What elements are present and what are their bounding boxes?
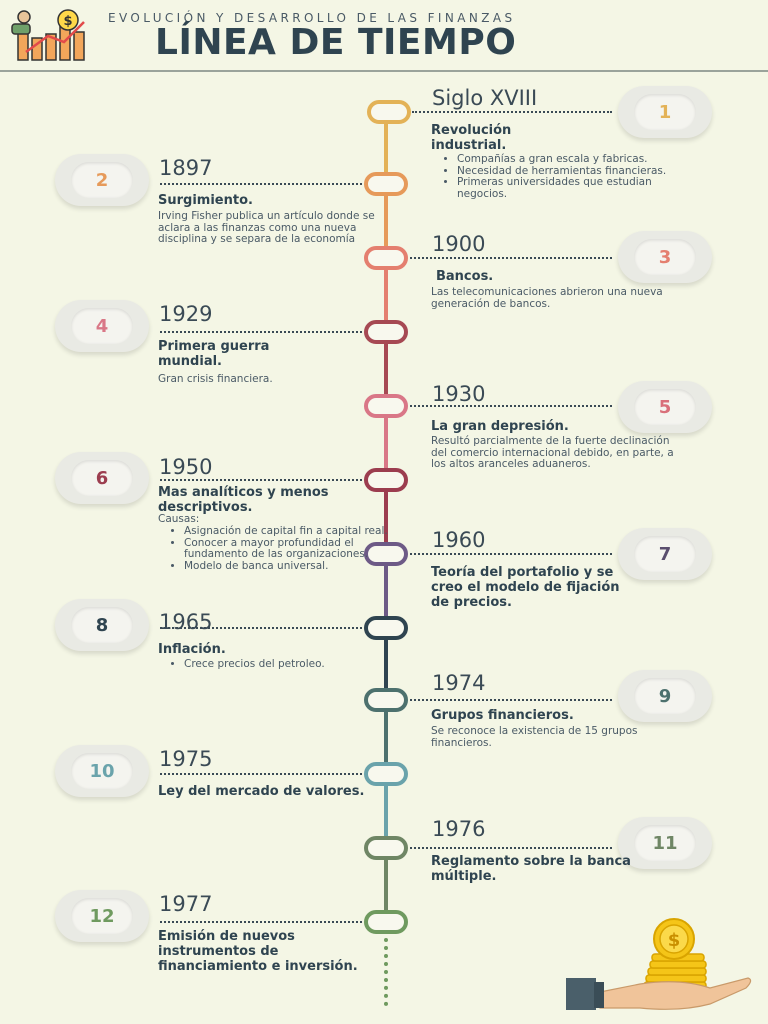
event-badge: 5 [618,381,712,433]
timeline-node [364,394,408,418]
page-title: LÍNEA DE TIEMPO [155,22,517,63]
event-badge: 7 [618,528,712,580]
timeline-node [364,762,408,786]
connector [160,479,362,481]
event-description: Las telecomunicaciones abrieron una nuev… [431,286,663,310]
event-year: 1977 [159,892,213,916]
timeline-node [364,468,408,492]
event-title: Inflación. [158,642,226,657]
event-title: Teoría del portafolio y se creo el model… [431,565,620,610]
event-badge: 8 [55,599,149,651]
timeline-node [367,100,411,124]
event-description: Irving Fisher publica un artículo donde … [158,210,375,245]
event-badge: 9 [618,670,712,722]
timeline-node [364,542,408,566]
connector [160,921,362,923]
header-subtitle: EVOLUCIÓN Y DESARROLLO DE LAS FINANZAS [108,11,516,25]
event-year: 1975 [159,747,213,771]
event-badge: 10 [55,745,149,797]
event-badge: 11 [618,817,712,869]
header: $ EVOLUCIÓN Y DESARROLLO DE LAS FINANZAS… [0,0,768,72]
event-year: 1897 [159,156,213,180]
timeline-segment [384,414,388,474]
event-year: Siglo XVIII [432,86,538,110]
timeline-segment [384,856,388,916]
timeline-node [364,172,408,196]
timeline-node [364,836,408,860]
event-bullets: Compañías a gran escala y fabricas. Nece… [431,153,677,200]
event-year: 1950 [159,455,213,479]
timeline-segment [384,636,388,696]
connector [160,773,362,775]
event-year: 1965 [159,610,213,634]
timeline-segment [384,782,388,842]
event-title: Reglamento sobre la banca múltiple. [431,854,631,884]
event-year: 1960 [432,528,486,552]
timeline-segment [384,118,388,182]
event-badge: 1 [618,86,712,138]
event-description: Causas: [158,513,200,525]
timeline-segment [384,488,388,548]
event-badge: 12 [55,890,149,942]
connector [410,847,612,849]
event-badge: 4 [55,300,149,352]
event-title: La gran depresión. [431,419,569,434]
connector [410,405,612,407]
timeline-segment [384,192,388,252]
event-badge: 3 [618,231,712,283]
event-description: Gran crisis financiera. [158,373,273,385]
event-year: 1900 [432,232,486,256]
event-title: Bancos. [436,269,494,284]
timeline-segment [384,266,388,326]
timeline-segment [384,340,388,400]
timeline-node [364,246,408,270]
event-year: 1976 [432,817,486,841]
event-badge: 2 [55,154,149,206]
event-title: Revolución industrial. [431,123,512,153]
connector [160,331,362,333]
timeline-node [364,688,408,712]
event-title: Primera guerra mundial. [158,339,270,369]
timeline-segment [384,562,388,622]
event-title: Emisión de nuevos instrumentos de financ… [158,929,358,974]
event-bullets: Crece precios del petroleo. [158,658,404,671]
connector [412,111,612,113]
event-bullets: Asignación de capital fin a capital real… [158,525,400,572]
event-year: 1929 [159,302,213,326]
finance-growth-icon: $ [11,9,85,61]
svg-text:$: $ [63,14,72,29]
event-title: Mas analíticos y menos descriptivos. [158,485,329,515]
timeline-node [364,910,408,934]
timeline-node [364,320,408,344]
connector [410,699,612,701]
svg-text:$: $ [668,930,681,951]
connector [160,627,362,629]
connector [410,553,612,555]
event-title: Surgimiento. [158,193,253,208]
event-year: 1974 [432,671,486,695]
event-description: Resultó parcialmente de la fuerte declin… [431,435,674,470]
event-title: Grupos financieros. [431,708,574,723]
connector [410,257,612,259]
connector [160,183,362,185]
timeline-node [364,616,408,640]
event-title: Ley del mercado de valores. [158,784,365,799]
event-badge: 6 [55,452,149,504]
timeline-tail [384,930,388,1006]
hand-holding-coins-icon: $ [566,918,752,1010]
timeline-segment [384,708,388,768]
event-description: Se reconoce la existencia de 15 grupos f… [431,725,638,749]
event-year: 1930 [432,382,486,406]
